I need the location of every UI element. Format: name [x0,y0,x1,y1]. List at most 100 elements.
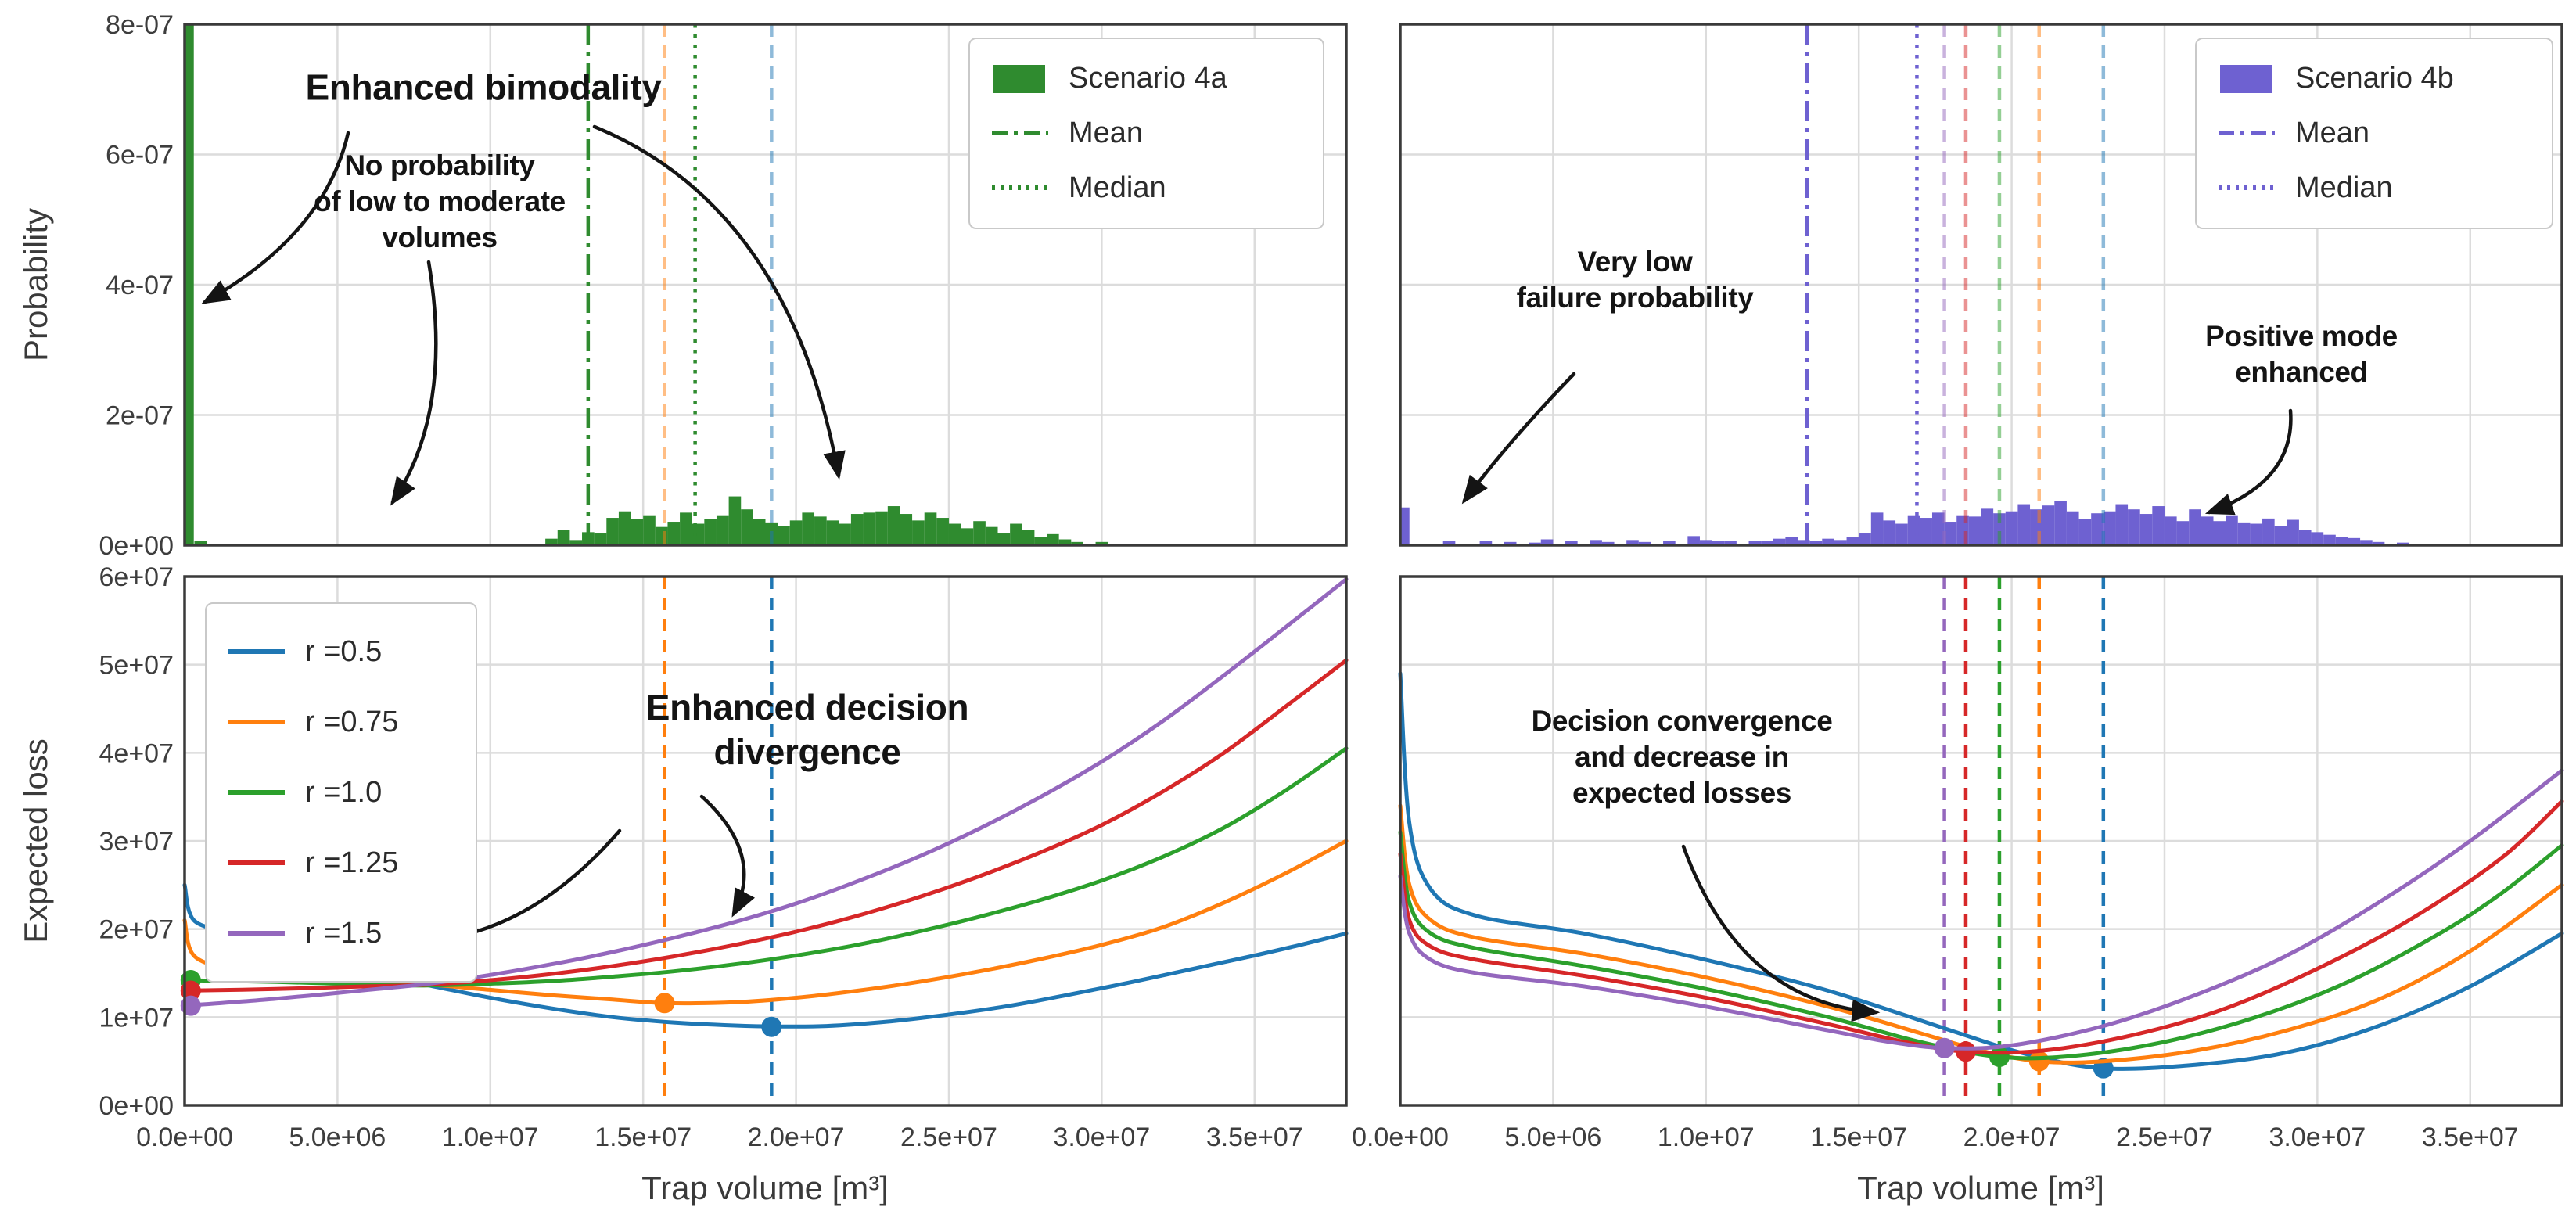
histogram-bar [839,523,851,545]
bimodality-arrow-right-icon [592,124,846,480]
panel-border [1399,23,2563,547]
y-tick-label: 4e-07 [106,271,174,300]
x-tick-label: 2.0e+07 [748,1123,845,1152]
histogram-bar [875,511,888,545]
histogram-bar [1022,530,1035,545]
histogram-bar [802,512,815,545]
x-tick-label: 5.0e+06 [1504,1123,1601,1152]
y-tick-label: 4e+07 [99,738,174,768]
histogram-bar [2287,519,2299,545]
legend-row-r10: r =1.0 [228,776,454,810]
histogram-bar [2078,519,2092,545]
histogram-bar [2066,511,2079,545]
histogram-bar [1047,533,1059,545]
histogram-bar [728,496,742,545]
histogram-bar [1920,518,1932,545]
histogram-bar [1626,540,1639,545]
histogram-bar [1822,538,1834,545]
minimum-marker [654,993,675,1014]
x-tick-label: 3.0e+07 [2269,1123,2366,1152]
x-axis-label-left: Trap volume [m³] [641,1169,889,1206]
loss-curve-0.5 [1398,671,2564,1071]
legend-label: Median [2295,171,2393,204]
histogram-bar [2323,534,2336,545]
r075-line-icon [228,720,285,724]
histogram-bar [2103,511,2116,545]
r05-line-icon [228,649,285,654]
histogram-bar [2091,513,2104,545]
histogram-bar [1809,541,1823,545]
x-tick-label: 1.5e+07 [1810,1123,1907,1152]
histogram-bar [1798,540,1810,545]
annotation-very-low-failure: Very low failure probability [1516,246,1754,314]
histogram-bar [2335,537,2348,545]
histogram-bar [1895,523,1908,545]
histogram-bar [2201,516,2214,545]
histogram-bar [2115,504,2129,545]
histogram-bar [2262,518,2275,545]
histogram-bar [618,511,631,545]
x-axis-label-right: Trap volume [m³] [1857,1169,2104,1206]
y-tick-label: 2e+07 [99,915,174,945]
histogram-bar [2164,516,2177,545]
annotation-enhanced-bimodality: Enhanced bimodality [305,66,662,108]
legend-label: Median [1069,171,1166,204]
histogram-bar [569,540,583,545]
histogram-bar [1540,539,1554,545]
r15-line-icon [228,931,285,936]
y-axis-label-expected-loss: Expected loss [17,738,54,943]
histogram-bar [185,24,194,545]
histogram-bar [1870,512,1884,545]
loss-curve-1.5 [1398,768,2564,1051]
minimum-marker [1934,1037,1955,1058]
legend-label: r =1.25 [305,846,399,879]
positive-mode-arrow-icon [2204,408,2293,516]
histogram-bar [1846,537,1859,545]
histogram-bar [1931,512,1945,545]
legend-label: r =0.5 [305,634,383,668]
r125-line-icon [228,860,285,865]
histogram-bar [2213,521,2226,545]
histogram-bar [2372,541,2385,545]
legend-label: Scenario 4b [2295,62,2454,95]
mean-dashdot-icon [2219,131,2275,136]
histogram-bar [2298,530,2312,545]
histogram-bar [643,515,656,545]
y-tick-label: 8e-07 [106,10,174,40]
histogram-bar [1748,541,1762,545]
histogram-bar [2348,537,2361,545]
histogram-bar [1834,540,1847,545]
y-tick-label: 5e+07 [99,651,174,681]
histogram-bar [778,526,790,545]
loss-curve-0.75 [1398,803,2564,1065]
histogram-bar [2152,506,2165,545]
legend-row-r05: r =0.5 [228,635,454,669]
histogram-bar [2189,509,2201,545]
y-tick-label: 1e+07 [99,1003,174,1033]
histogram-bar [545,538,558,545]
annotation-decision-convergence: Decision convergence and decrease in exp… [1531,705,1833,809]
histogram-bar [814,516,827,545]
legend-row-scenario-4a: Scenario 4a [992,62,1301,95]
x-tick-label: 3.0e+07 [1053,1123,1150,1152]
histogram-bar [1761,541,1773,545]
histogram-bar [789,520,803,545]
x-tick-label: 2.5e+07 [900,1123,997,1152]
panel-border [183,575,1348,1107]
x-tick-label: 2.5e+07 [2116,1123,2213,1152]
histogram-bar [961,528,974,545]
histogram-bar [1724,541,1737,545]
histogram-bar [631,519,644,545]
histogram-bar [2054,501,2067,545]
mean-dashdot-icon [992,131,1048,136]
histogram-bar [1565,541,1578,545]
histogram-bar [2128,509,2140,545]
x-tick-label: 1.5e+07 [595,1123,692,1152]
legend-label: Mean [2295,116,2370,149]
histogram-bar [704,519,717,545]
histogram-bar [2360,540,2373,545]
histogram-bar [997,533,1011,545]
legend-label: r =1.0 [305,775,383,809]
histogram-bar [900,514,913,545]
